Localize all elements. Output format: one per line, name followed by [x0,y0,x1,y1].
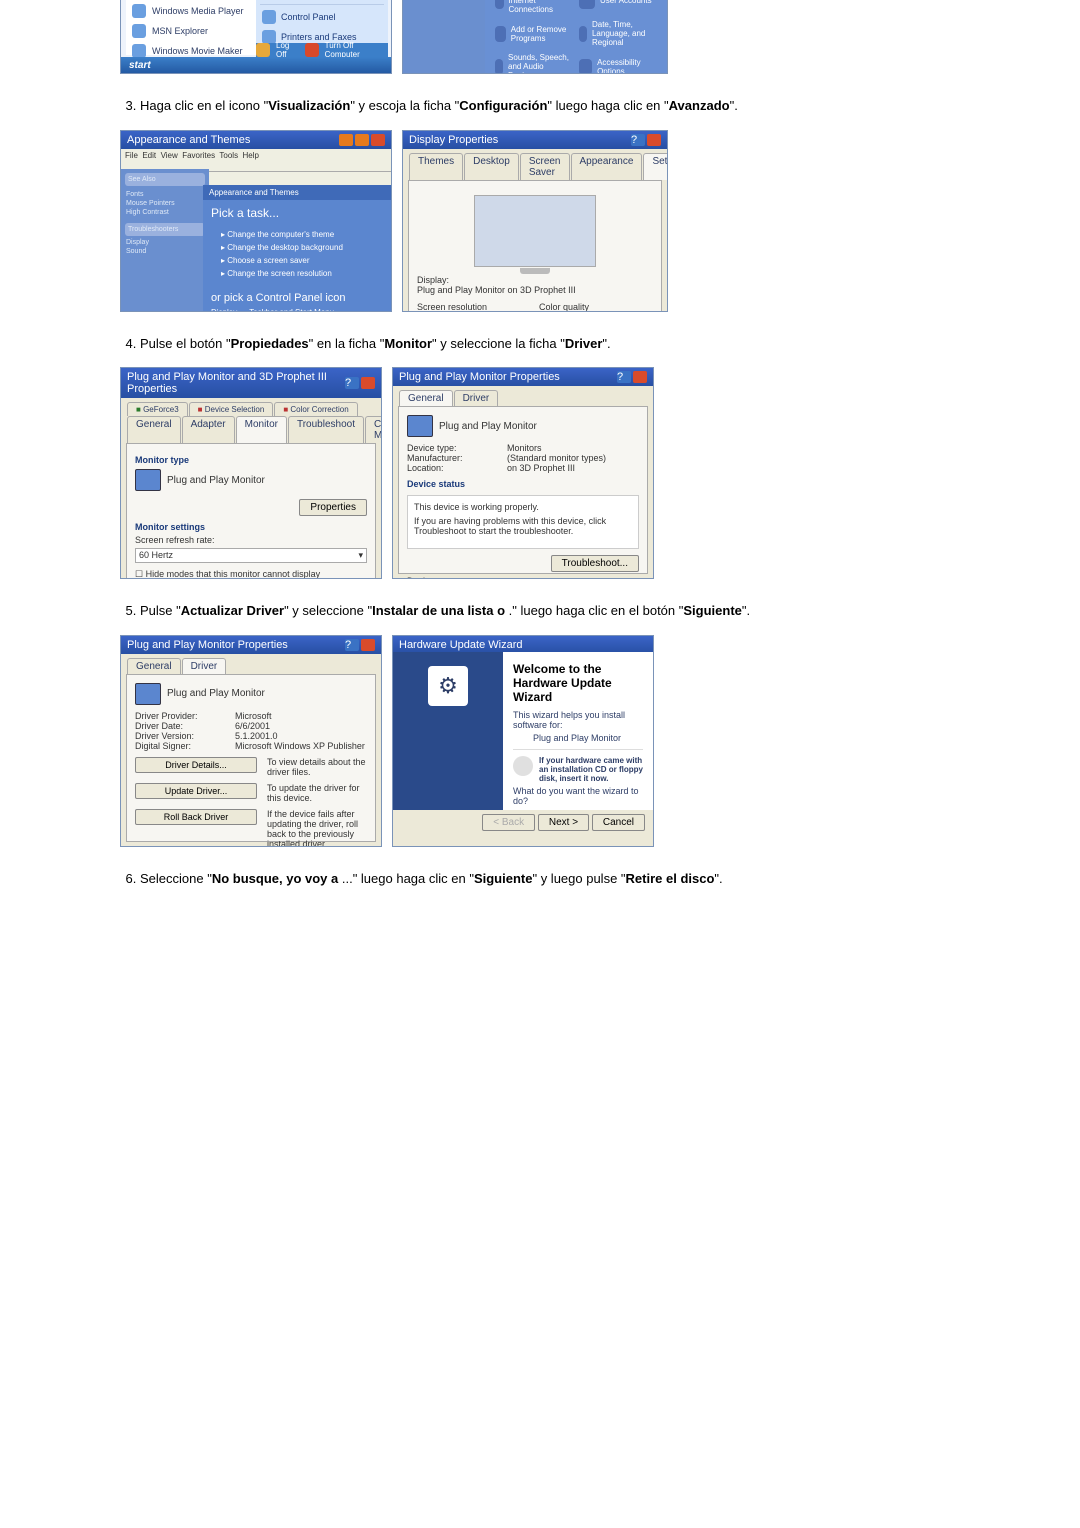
wizard-sidebar: ⚙ [393,652,503,818]
step-3: Haga clic en el icono "Visualización" y … [140,96,980,116]
next-button[interactable]: Next > [538,814,589,831]
screenshot-hardware-wizard: Hardware Update Wizard ⚙ Welcome to the … [392,635,654,847]
wizard-heading: Welcome to the Hardware Update Wizard [513,662,643,704]
screenshot-display-properties: Display Properties ? Themes Desktop Scre… [402,130,668,312]
step-6: Seleccione "No busque, yo voy a ..." lue… [140,869,980,889]
screenshot-monitor-tab: Plug and Play Monitor and 3D Prophet III… [120,367,382,579]
start-menu-left: InternetInternet Explorer E-mailOutlook … [126,0,256,55]
step-5: Pulse "Actualizar Driver" y seleccione "… [140,601,980,621]
screenshot-pnp-general: Plug and Play Monitor Properties ? Gener… [392,367,654,579]
rollback-driver-button[interactable]: Roll Back Driver [135,809,257,825]
wizard-icon: ⚙ [428,666,468,706]
troubleshoot-button[interactable]: Troubleshoot... [551,555,639,572]
taskbar-start[interactable]: start [121,57,391,73]
appearance-highlight: Appearance and Themes [203,185,391,200]
screenshot-control-panel: Control Panel File Edit View Favorites T… [402,0,668,74]
driver-details-button[interactable]: Driver Details... [135,757,257,773]
screenshot-appearance-themes: Appearance and Themes File Edit View Fav… [120,130,392,312]
cancel-button[interactable]: Cancel [592,814,645,831]
back-button[interactable]: < Back [482,814,535,831]
screenshot-pnp-driver: Plug and Play Monitor Properties ? Gener… [120,635,382,847]
step-4: Pulse el botón "Propiedades" en la ficha… [140,334,980,354]
cd-icon [513,756,533,776]
update-driver-button[interactable]: Update Driver... [135,783,257,799]
cp-sidebar: Control Panel Switch to Classic View See… [403,0,491,73]
monitor-icon [135,469,161,491]
properties-button[interactable]: Properties [299,499,367,516]
screenshot-start-menu: guiviz InternetInternet Explorer E-mailO… [120,0,392,74]
